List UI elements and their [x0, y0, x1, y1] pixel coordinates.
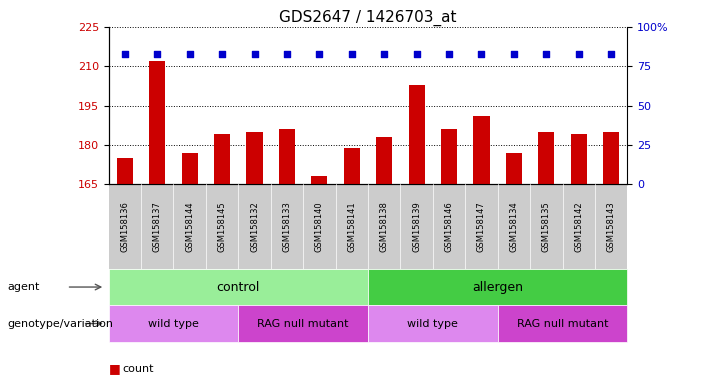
Text: wild type: wild type — [407, 318, 458, 329]
Bar — [247, 132, 263, 184]
Text: GSM158144: GSM158144 — [185, 201, 194, 252]
Bar — [441, 129, 457, 184]
Text: GSM158135: GSM158135 — [542, 201, 551, 252]
Point — [151, 51, 163, 57]
Bar — [117, 158, 133, 184]
Point — [314, 51, 325, 57]
Point — [119, 51, 130, 57]
Text: GSM158140: GSM158140 — [315, 201, 324, 252]
Bar — [376, 137, 393, 184]
Point — [606, 51, 617, 57]
Text: GSM158145: GSM158145 — [217, 201, 226, 252]
Title: GDS2647 / 1426703_at: GDS2647 / 1426703_at — [279, 9, 457, 25]
Text: allergen: allergen — [472, 281, 523, 293]
Text: GSM158136: GSM158136 — [121, 201, 130, 252]
Point — [184, 51, 196, 57]
Text: GSM158139: GSM158139 — [412, 201, 421, 252]
Bar — [506, 153, 522, 184]
Text: RAG null mutant: RAG null mutant — [517, 318, 608, 329]
Point — [476, 51, 487, 57]
Text: GSM158147: GSM158147 — [477, 201, 486, 252]
Bar — [343, 147, 360, 184]
Text: GSM158141: GSM158141 — [347, 201, 356, 252]
Text: RAG null mutant: RAG null mutant — [257, 318, 349, 329]
Text: GSM158132: GSM158132 — [250, 201, 259, 252]
Bar — [473, 116, 489, 184]
Point — [217, 51, 228, 57]
Point — [346, 51, 358, 57]
Bar — [149, 61, 165, 184]
Text: GSM158142: GSM158142 — [574, 201, 583, 252]
Point — [540, 51, 552, 57]
Text: agent: agent — [7, 282, 39, 292]
Text: GSM158143: GSM158143 — [606, 201, 615, 252]
Point — [508, 51, 519, 57]
Point — [249, 51, 260, 57]
Text: GSM158138: GSM158138 — [380, 201, 389, 252]
Bar — [279, 129, 295, 184]
Bar — [603, 132, 619, 184]
Bar — [571, 134, 587, 184]
Bar — [182, 153, 198, 184]
Point — [444, 51, 455, 57]
Text: control: control — [217, 281, 260, 293]
Text: genotype/variation: genotype/variation — [7, 318, 113, 329]
Bar — [538, 132, 554, 184]
Bar — [311, 176, 327, 184]
Text: GSM158133: GSM158133 — [283, 201, 292, 252]
Bar — [409, 84, 425, 184]
Text: ■: ■ — [109, 362, 121, 375]
Bar — [214, 134, 230, 184]
Point — [379, 51, 390, 57]
Point — [411, 51, 422, 57]
Text: wild type: wild type — [148, 318, 199, 329]
Point — [281, 51, 292, 57]
Text: count: count — [123, 364, 154, 374]
Text: GSM158134: GSM158134 — [510, 201, 519, 252]
Text: GSM158137: GSM158137 — [153, 201, 162, 252]
Text: GSM158146: GSM158146 — [444, 201, 454, 252]
Point — [573, 51, 585, 57]
